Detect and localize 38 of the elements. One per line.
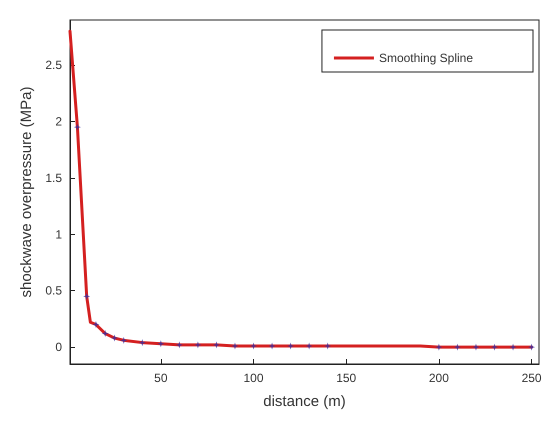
point xyxy=(120,336,128,344)
point xyxy=(212,341,220,348)
y-tick-label: 2 xyxy=(55,114,62,129)
point xyxy=(157,340,164,348)
x-axis-title: distance (m) xyxy=(263,393,346,410)
point xyxy=(74,124,81,131)
point xyxy=(287,342,294,350)
point xyxy=(92,321,100,328)
point xyxy=(250,342,258,350)
point xyxy=(491,344,498,351)
x-tick-label: 150 xyxy=(336,371,357,385)
point xyxy=(231,342,238,350)
y-tick-label: 1.5 xyxy=(45,170,62,185)
legend-label: Smoothing Spline xyxy=(378,51,474,65)
point xyxy=(528,344,536,351)
x-tick-label: 200 xyxy=(428,371,450,385)
point xyxy=(510,344,517,351)
point xyxy=(454,344,461,351)
x-tick-label: 250 xyxy=(522,371,542,385)
y-axis-title: shockwave overpressure (MPa) xyxy=(18,86,35,298)
point xyxy=(268,342,276,350)
point xyxy=(102,330,109,338)
point xyxy=(176,341,183,348)
y-tick-label: 2.5 xyxy=(45,58,62,72)
point xyxy=(138,339,146,346)
line-series xyxy=(68,30,534,349)
y-tick-label: 0 xyxy=(55,340,62,354)
point xyxy=(324,342,332,350)
point xyxy=(472,344,480,351)
point xyxy=(194,341,202,348)
y-tick-label: 1 xyxy=(55,227,62,242)
x-tick-label: 50 xyxy=(154,371,168,385)
y-tick-label: 0.5 xyxy=(45,284,62,298)
x-tick-label: 100 xyxy=(244,371,264,385)
point xyxy=(306,342,313,350)
point xyxy=(435,344,442,351)
point xyxy=(83,292,90,300)
point xyxy=(110,334,118,342)
